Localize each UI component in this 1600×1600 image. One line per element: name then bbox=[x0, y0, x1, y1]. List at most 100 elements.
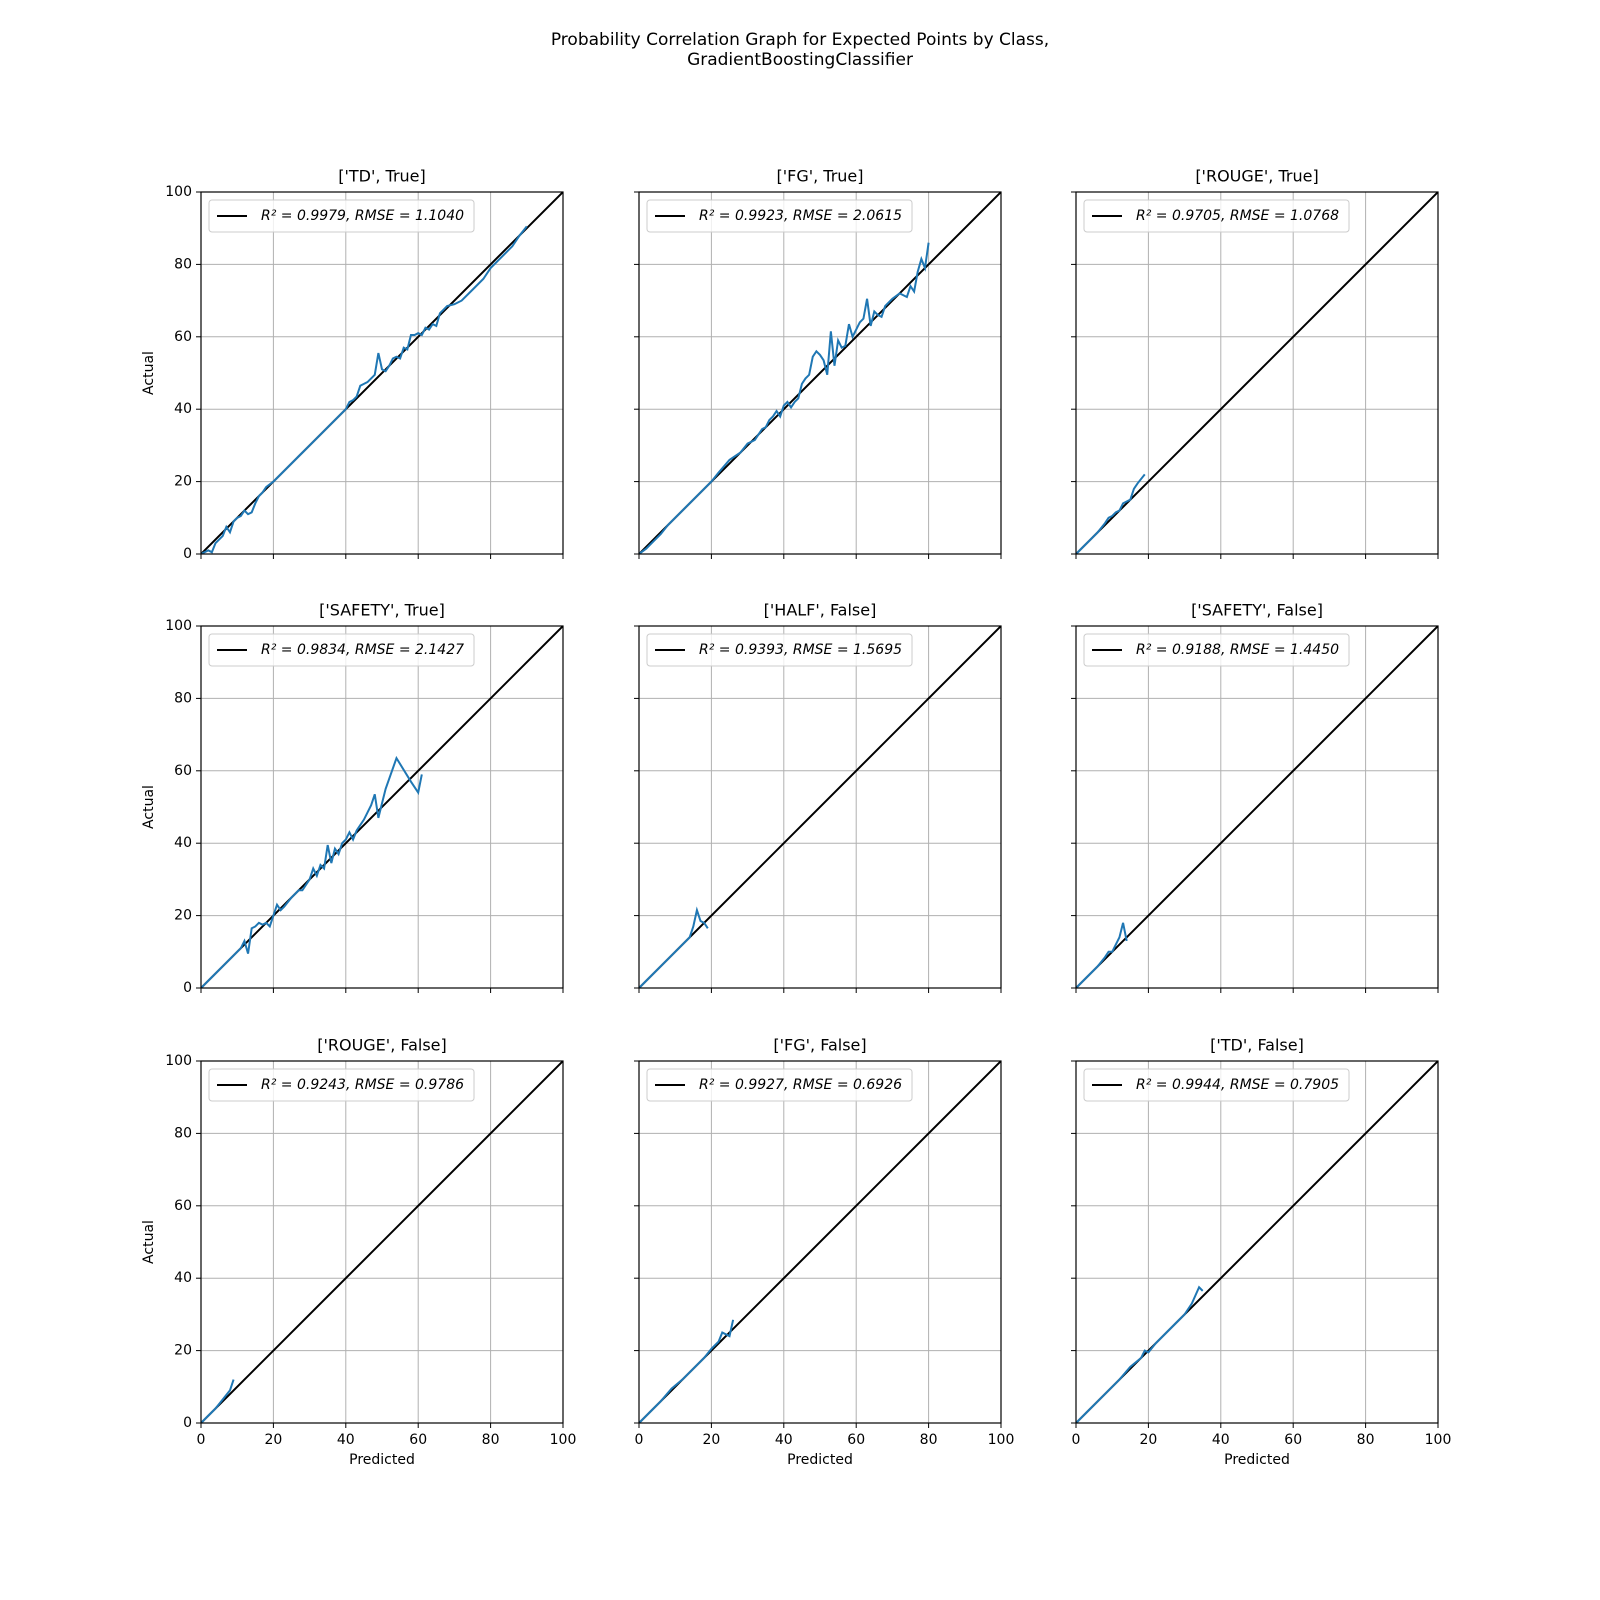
axes-frame bbox=[638, 191, 1002, 555]
x-tick-label: 0 bbox=[197, 1432, 206, 1448]
subplot: ['ROUGE', False] 0 20 40 60 80 100 0 20 40 60 80 100… bbox=[141, 1036, 576, 1469]
y-tick-label: 80 bbox=[174, 690, 192, 706]
legend-box bbox=[646, 1068, 913, 1102]
series-line bbox=[1076, 922, 1128, 988]
legend-box bbox=[208, 1068, 475, 1102]
x-tick-label: 40 bbox=[337, 1432, 355, 1448]
x-tick-label: 40 bbox=[775, 1432, 793, 1448]
x-tick-label: 20 bbox=[264, 1432, 282, 1448]
x-tick-label: 60 bbox=[847, 1432, 865, 1448]
x-tick-label: 20 bbox=[1139, 1432, 1157, 1448]
x-tick-label: 60 bbox=[409, 1432, 427, 1448]
x-axis-label: Predicted bbox=[787, 1452, 853, 1468]
x-axis-label: Predicted bbox=[349, 1452, 415, 1468]
x-tick-label: 0 bbox=[635, 1432, 644, 1448]
subplot-title: ['ROUGE', True] bbox=[1195, 167, 1318, 186]
y-tick-label: 60 bbox=[174, 1198, 192, 1214]
series-line bbox=[1076, 473, 1146, 554]
series-line bbox=[201, 192, 563, 554]
legend: R² = 0.9834, RMSE = 2.1427 bbox=[208, 633, 475, 667]
y-tick-label: 0 bbox=[183, 1415, 192, 1431]
series-line bbox=[1076, 1285, 1204, 1423]
series-line bbox=[639, 906, 709, 988]
x-tick-label: 60 bbox=[1284, 1432, 1302, 1448]
legend-label: R² = 0.9393, RMSE = 1.5695 bbox=[699, 642, 902, 658]
legend: R² = 0.9944, RMSE = 0.7905 bbox=[1083, 1068, 1350, 1102]
legend-label: R² = 0.9979, RMSE = 1.1040 bbox=[261, 208, 464, 224]
x-tick-label: 20 bbox=[702, 1432, 720, 1448]
legend-box bbox=[1083, 633, 1350, 667]
subplot-title: ['TD', False] bbox=[1210, 1036, 1304, 1055]
plot-area bbox=[639, 192, 1001, 554]
y-axis-label: Actual bbox=[141, 1220, 157, 1264]
plot-area bbox=[639, 626, 1001, 988]
legend: R² = 0.9923, RMSE = 2.0615 bbox=[646, 199, 913, 233]
subplot-title: ['TD', True] bbox=[338, 167, 426, 186]
subplot: ['FG', True] R² = 0.9923, RMSE = 2.0615 bbox=[634, 167, 1002, 559]
y-tick-label: 100 bbox=[165, 618, 192, 634]
legend-box bbox=[646, 633, 913, 667]
axes-frame bbox=[1075, 191, 1439, 555]
y-tick-label: 60 bbox=[174, 763, 192, 779]
plot-area bbox=[201, 626, 563, 988]
y-axis-label: Actual bbox=[141, 351, 157, 395]
plot-area bbox=[201, 192, 563, 554]
series-line bbox=[201, 225, 528, 554]
y-tick-label: 40 bbox=[174, 401, 192, 417]
legend-box bbox=[646, 199, 913, 233]
figure-title: Probability Correlation Graph for Expect… bbox=[551, 30, 1049, 50]
series-line bbox=[201, 1379, 235, 1423]
x-tick-label: 100 bbox=[1425, 1432, 1452, 1448]
subplot-title: ['FG', True] bbox=[776, 167, 863, 186]
series-line bbox=[201, 755, 423, 988]
legend-box bbox=[1083, 199, 1350, 233]
axes-frame bbox=[200, 625, 564, 989]
x-tick-label: 80 bbox=[1357, 1432, 1375, 1448]
y-tick-label: 100 bbox=[165, 184, 192, 200]
subplot: ['TD', False] 0 20 40 60 80 100 Predicted R² = 0… bbox=[1071, 1036, 1452, 1468]
plot-area bbox=[1076, 192, 1438, 554]
y-tick-label: 20 bbox=[174, 908, 192, 924]
y-tick-label: 80 bbox=[174, 256, 192, 272]
subplot-title: ['ROUGE', False] bbox=[317, 1036, 447, 1055]
subplot: ['SAFETY', False] R² = 0.9188, RMSE = 1.4… bbox=[1071, 601, 1439, 993]
series-line bbox=[639, 626, 1001, 988]
y-tick-label: 40 bbox=[174, 1270, 192, 1286]
subplot: ['HALF', False] R² = 0.9393, RMSE = 1.569… bbox=[634, 601, 1002, 993]
legend: R² = 0.9393, RMSE = 1.5695 bbox=[646, 633, 913, 667]
y-tick-label: 0 bbox=[183, 546, 192, 562]
y-axis-label: Actual bbox=[141, 785, 157, 829]
x-tick-label: 40 bbox=[1212, 1432, 1230, 1448]
axes-frame bbox=[200, 1060, 564, 1424]
y-tick-label: 0 bbox=[183, 980, 192, 996]
plot-area bbox=[1076, 1061, 1438, 1423]
y-tick-label: 80 bbox=[174, 1125, 192, 1141]
subplot-title: ['FG', False] bbox=[773, 1036, 866, 1055]
subplot: ['FG', False] 0 20 40 60 80 100 Predicted R² = 0… bbox=[634, 1036, 1015, 1468]
x-tick-label: 100 bbox=[550, 1432, 577, 1448]
x-tick-label: 100 bbox=[988, 1432, 1015, 1448]
subplot-title: ['SAFETY', True] bbox=[319, 601, 445, 620]
legend: R² = 0.9705, RMSE = 1.0768 bbox=[1083, 199, 1350, 233]
plot-area bbox=[1076, 626, 1438, 988]
axes-frame bbox=[638, 1060, 1002, 1424]
axes-frame bbox=[638, 625, 1002, 989]
x-axis-label: Predicted bbox=[1224, 1452, 1290, 1468]
series-line bbox=[639, 1319, 735, 1423]
y-tick-label: 40 bbox=[174, 835, 192, 851]
legend: R² = 0.9243, RMSE = 0.9786 bbox=[208, 1068, 475, 1102]
series-line bbox=[639, 242, 930, 554]
legend-box bbox=[208, 199, 475, 233]
axes-frame bbox=[200, 191, 564, 555]
y-tick-label: 20 bbox=[174, 1343, 192, 1359]
subplot: ['ROUGE', True] R² = 0.9705, RMSE = 1.076… bbox=[1071, 167, 1439, 559]
axes-frame bbox=[1075, 1060, 1439, 1424]
legend-box bbox=[1083, 1068, 1350, 1102]
legend-label: R² = 0.9923, RMSE = 2.0615 bbox=[699, 208, 902, 224]
legend-label: R² = 0.9705, RMSE = 1.0768 bbox=[1136, 208, 1339, 224]
legend: R² = 0.9979, RMSE = 1.1040 bbox=[208, 199, 475, 233]
axes-frame bbox=[1075, 625, 1439, 989]
subplot-title: ['HALF', False] bbox=[764, 601, 877, 620]
legend: R² = 0.9927, RMSE = 0.6926 bbox=[646, 1068, 913, 1102]
series-line bbox=[1076, 192, 1438, 554]
